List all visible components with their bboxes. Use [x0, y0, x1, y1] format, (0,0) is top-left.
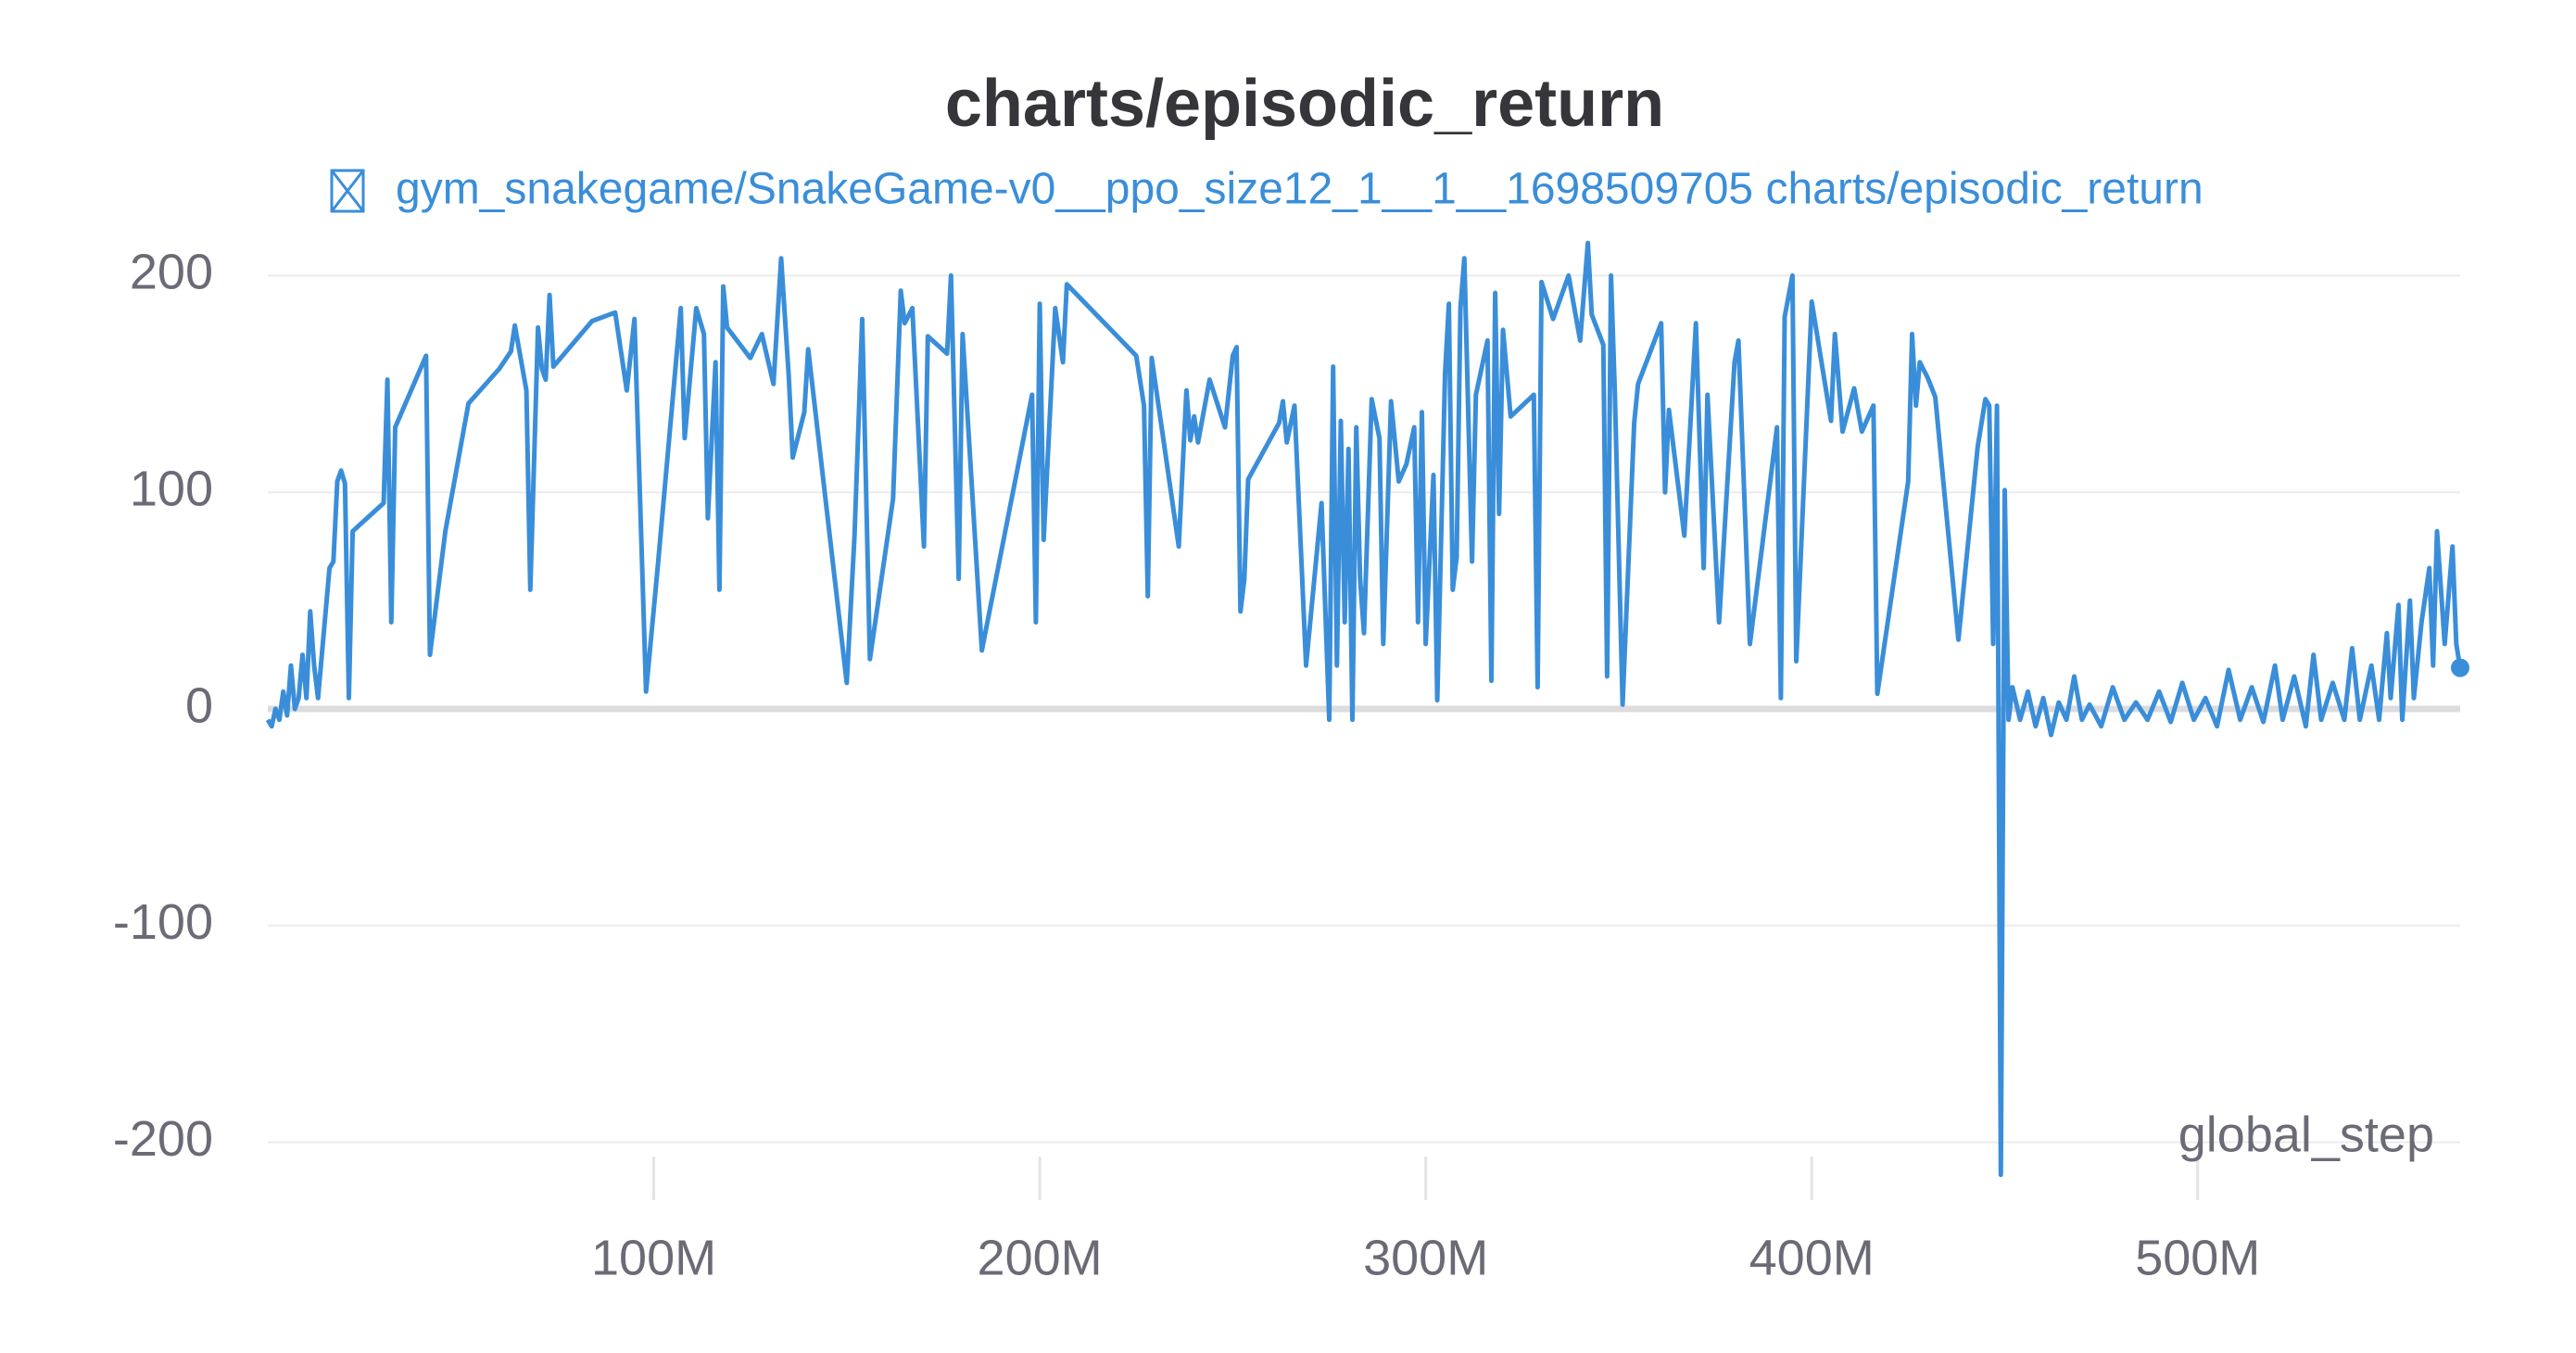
y-tick-label: -100 — [113, 894, 213, 950]
y-tick-label: 200 — [130, 245, 213, 300]
y-tick-label: 100 — [130, 461, 213, 516]
series-line — [265, 240, 2463, 1178]
chart-title: charts/episodic_return — [945, 67, 1664, 141]
x-axis-label: global_step — [2178, 1106, 2434, 1162]
x-tick-label: 400M — [1749, 1230, 1875, 1285]
last-point — [2451, 658, 2469, 677]
y-tick-label: -200 — [113, 1111, 213, 1167]
x-tick-label: 500M — [2135, 1230, 2260, 1285]
x-tick-label: 100M — [591, 1230, 716, 1285]
x-tick-label: 200M — [978, 1230, 1103, 1285]
x-tick-label: 300M — [1363, 1230, 1488, 1285]
y-tick-label: 0 — [185, 677, 213, 733]
legend-entry: gym_snakegame/SnakeGame-v0__ppo_size12_1… — [396, 165, 2203, 214]
legend-icon — [330, 169, 365, 213]
grid — [268, 274, 2460, 1200]
